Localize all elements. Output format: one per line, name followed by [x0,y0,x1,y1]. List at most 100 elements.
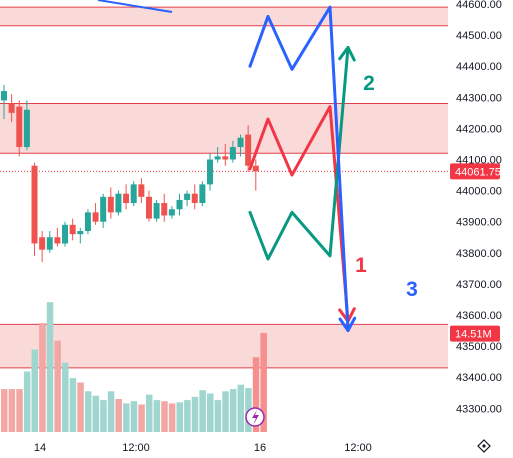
candle-body [100,196,107,222]
candle-body [130,184,137,204]
zone-0 [0,7,448,26]
volume-bar [222,391,229,432]
volume-tag-bg [450,325,500,342]
volume-bar [207,393,214,432]
candle-body [46,237,53,250]
candle-body [16,106,23,148]
candle-body [176,199,183,210]
volume-bar [100,400,107,432]
volume-bar [23,371,31,432]
axis-tags: 44061.75 14.51M [450,163,501,342]
volume-bar [69,378,77,432]
volume-bar [138,404,145,432]
time-tick-label: 14 [34,442,46,454]
candle-body [153,203,160,219]
price-tick-label: 44300.00 [456,92,502,104]
settings-icon-dot [482,444,486,448]
zone-1 [0,103,448,154]
price-tick-label: 43400.00 [456,372,502,384]
trendline-fragment [97,0,173,13]
candle-body [229,147,236,160]
candle-body [115,193,122,213]
price-tick-label: 43700.00 [456,279,502,291]
settings-icon[interactable] [477,439,491,453]
time-tick-label: 12:00 [344,442,372,454]
volume-bar [199,390,206,432]
price-tick-label: 44200.00 [456,123,502,135]
price-tick-label: 44500.00 [456,30,502,42]
volume-bar [115,399,122,432]
candle-body [184,193,191,200]
prior-trendline [97,0,173,13]
candle-body [191,193,198,204]
candle-body [1,91,7,101]
misc-icons [245,407,491,453]
candle-body [92,212,99,222]
candle-body [54,237,61,244]
volume-bar [237,384,245,432]
price-tick-label: 43800.00 [456,248,502,260]
candle-body [161,203,168,216]
candle-body [77,231,84,235]
candle-body [145,196,152,219]
lightning-icon [252,410,259,425]
price-tick-label: 43600.00 [456,310,502,322]
scenario-label-2: 2 [363,72,375,95]
volume-bar [229,389,237,432]
volume-bar [77,382,84,432]
volume-bar [46,302,54,432]
price-axis[interactable]: 44600.00 44500.00 44400.00 44300.00 44200.00… [456,0,502,415]
scenario-2-arrowhead [338,46,356,62]
candle-body [207,159,214,185]
volume-bar [184,400,191,432]
scenario-label-3: 3 [406,278,418,301]
volume-bar [145,394,153,432]
volume-bar [260,333,267,432]
resistance-support-zones [0,6,448,369]
last-price-tag: 44061.75 [455,166,501,178]
time-axis[interactable]: 14 12:00 16 12:00 [34,442,372,454]
volume-bar [123,403,130,432]
volume-bar [31,349,39,432]
price-tick-label: 44400.00 [456,61,502,73]
volume-bar [161,401,168,432]
volume-bar [16,389,23,432]
candle-body [237,137,244,148]
volume-bar [39,323,46,432]
price-tick-label: 43900.00 [456,217,502,229]
candle-body [168,209,175,216]
volume-bar [191,396,199,432]
volume-bar [1,389,8,432]
candle-body [222,156,229,160]
volume-bar [54,340,61,432]
candlestick-series [1,84,259,263]
candle-body [245,134,252,166]
candle-body [69,224,76,235]
candle-body [138,184,145,197]
scenario-drawings: 1 2 3 [248,5,418,333]
candle-body [23,109,30,148]
price-tick-label: 44000.00 [456,186,502,198]
candle-body [8,103,15,113]
candle-body [84,212,91,232]
scenario-3-arrowhead [338,316,357,333]
volume-bar [252,357,260,432]
scenario-label-1: 1 [355,254,367,277]
candle-body [31,165,38,244]
candle-body [252,165,259,172]
volume-bar [84,391,92,432]
price-tick-label: 43300.00 [456,403,502,415]
candle-body [62,224,69,244]
candle-body [39,237,46,250]
volume-tag: 14.51M [455,329,492,341]
candle-body [199,184,206,204]
volume-bar [153,400,161,432]
time-tick-label: 12:00 [122,442,150,454]
volume-bar [214,400,222,432]
volume-bar [62,362,69,432]
volume-bar [168,403,176,432]
time-tick-label: 16 [254,442,266,454]
price-tick-label: 43500.00 [456,341,502,353]
volume-bar [176,402,183,432]
